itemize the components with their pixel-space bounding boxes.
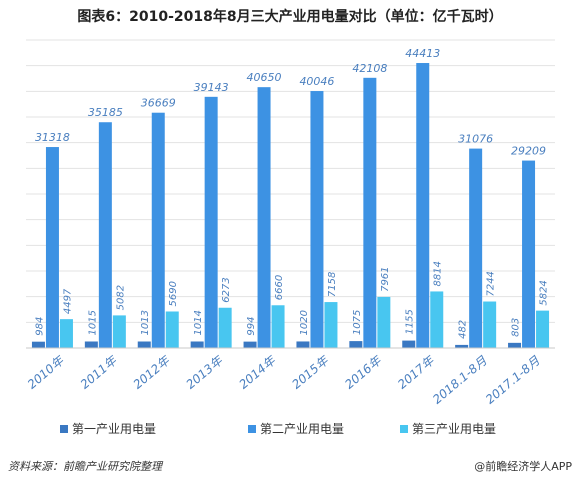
data-label: 5690 <box>168 281 179 306</box>
data-label: 35185 <box>88 106 123 119</box>
bar-series-2 <box>151 112 165 349</box>
data-label: 1013 <box>140 310 151 335</box>
data-label: 1020 <box>299 310 310 335</box>
legend-swatch <box>248 425 256 433</box>
x-axis: 2010年 2011年 2012年 2013年 2014年 2015年 2016年 2017年… <box>25 347 555 407</box>
bar-series-1 <box>296 341 310 348</box>
data-label: 44413 <box>405 47 440 60</box>
legend-swatch <box>60 425 68 433</box>
bar-series-3 <box>165 311 179 348</box>
chart-title: 图表6：2010-2018年8月三大产业用电量对比（单位：亿千瓦时） <box>77 9 503 25</box>
data-label: 5824 <box>539 280 550 305</box>
bar-series-1 <box>190 341 204 348</box>
legend-label: 第三产业用电量 <box>412 422 496 436</box>
bar-series-1 <box>349 341 363 348</box>
x-tick-label: 2010年 <box>25 352 68 391</box>
data-label: 40650 <box>247 71 282 84</box>
bars <box>31 63 550 349</box>
data-label: 39143 <box>194 81 229 94</box>
bar-series-3 <box>271 305 285 348</box>
bar-series-1 <box>402 340 416 348</box>
x-tick-label: 2016年 <box>342 352 385 391</box>
data-label: 7961 <box>380 266 391 291</box>
data-label: 1015 <box>87 310 98 335</box>
bar-series-1 <box>508 342 522 348</box>
x-tick-label: 2012年 <box>131 352 174 391</box>
x-tick-label: 2013年 <box>183 352 226 391</box>
bar-series-3 <box>483 301 497 348</box>
data-label: 5082 <box>115 285 126 310</box>
data-label: 7244 <box>486 271 497 296</box>
bar-series-1 <box>84 341 98 348</box>
bar-series-1 <box>455 344 469 348</box>
x-tick-label: 2018.1-8月 <box>430 353 490 407</box>
bar-series-2 <box>204 96 218 348</box>
data-label: 42108 <box>352 62 387 75</box>
data-label: 31318 <box>35 131 70 144</box>
legend: 第一产业用电量 第二产业用电量 第三产业用电量 <box>60 422 496 436</box>
bar-series-3 <box>112 315 126 348</box>
bar-series-2 <box>469 148 483 348</box>
data-label: 482 <box>458 320 469 339</box>
bar-series-2 <box>522 160 536 348</box>
bar-series-1 <box>243 341 257 348</box>
data-label: 40046 <box>299 75 334 88</box>
data-labels: 984 31318 4497 1015 35185 5082 1013 36669 5690 10… <box>34 47 549 339</box>
x-tick-label: 2011年 <box>78 352 121 391</box>
data-label: 29209 <box>511 145 546 158</box>
bar-series-3 <box>59 319 73 348</box>
bar-series-1 <box>137 341 151 348</box>
data-label: 1075 <box>352 310 363 335</box>
x-tick-label: 2017年 <box>395 352 438 391</box>
bar-series-2 <box>98 122 112 348</box>
bar-series-2 <box>310 91 324 348</box>
bar-series-1 <box>31 341 45 348</box>
brand-watermark: @前瞻经济学人APP <box>474 460 572 473</box>
bar-series-2 <box>45 147 59 348</box>
data-label: 4497 <box>62 288 73 314</box>
data-label: 8814 <box>433 261 444 286</box>
bar-series-2 <box>257 87 271 348</box>
x-tick-label: 2015年 <box>289 352 332 391</box>
data-label: 1014 <box>193 310 204 335</box>
bar-series-2 <box>363 77 377 348</box>
bar-series-2 <box>416 63 430 349</box>
source-note: 资料来源：前瞻产业研究院整理 <box>8 460 162 473</box>
data-label: 1155 <box>405 309 416 334</box>
data-label: 31076 <box>458 133 493 146</box>
bar-series-3 <box>377 296 391 348</box>
data-label: 6660 <box>274 275 285 300</box>
bar-series-3 <box>536 310 550 348</box>
bar-series-3 <box>324 302 338 348</box>
bar-series-3 <box>430 291 444 348</box>
x-tick-label: 2014年 <box>236 352 279 391</box>
legend-swatch <box>400 425 408 433</box>
data-label: 6273 <box>221 277 232 302</box>
bar-series-3 <box>218 307 232 348</box>
legend-label: 第一产业用电量 <box>72 422 156 436</box>
data-label: 994 <box>246 317 257 336</box>
gridlines <box>26 39 555 323</box>
x-tick-label: 2017.1-8月 <box>483 353 543 407</box>
data-label: 36669 <box>141 97 176 110</box>
legend-label: 第二产业用电量 <box>260 422 344 436</box>
data-label: 984 <box>34 317 45 336</box>
data-label: 803 <box>511 318 522 337</box>
data-label: 7158 <box>327 272 338 297</box>
